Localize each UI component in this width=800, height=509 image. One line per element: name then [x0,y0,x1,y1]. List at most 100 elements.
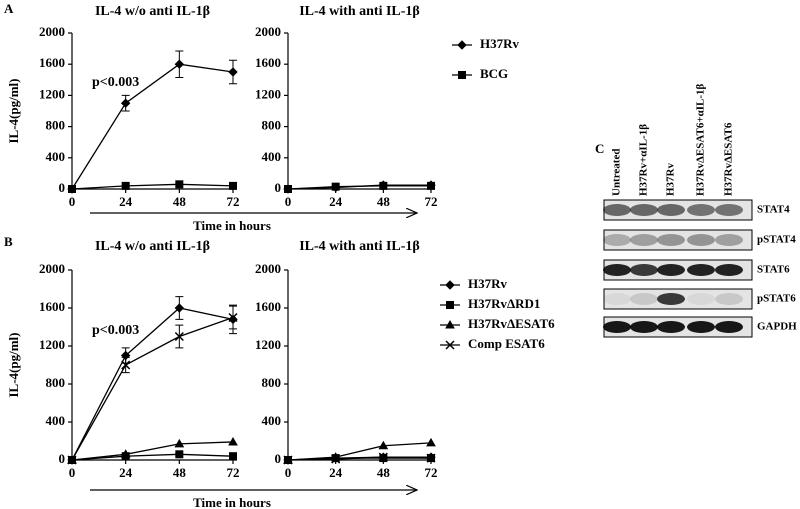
y-tick-label: 2000 [255,24,281,39]
legend-marker [445,319,455,329]
blot-band [657,204,685,216]
blot-band [687,204,715,216]
y-tick-label: 2000 [255,261,281,276]
y-tick-label: 400 [262,413,282,428]
marker [379,181,388,190]
marker [174,331,184,342]
marker [427,181,435,190]
blot-column-label: H37Rv+αIL-1β [638,124,650,196]
x-axis-label: Time in hours [193,218,271,233]
marker [68,185,76,193]
x-tick-label: 24 [329,194,343,209]
blot-band [630,204,658,216]
marker [174,303,185,313]
marker [228,312,238,323]
blot-band [715,264,743,276]
x-tick-label: 24 [329,465,343,480]
series-line [71,307,234,461]
y-tick-label: 800 [46,118,66,133]
chart-title: IL-4 with anti IL-1β [299,239,420,254]
marker [228,67,238,77]
series-line [71,441,234,461]
marker [378,452,388,462]
x-tick-label: 24 [119,194,133,209]
blot-strip [603,229,753,251]
marker [121,181,130,190]
y-tick-label: 1600 [39,55,65,70]
marker [426,453,436,463]
y-tick-label: 1200 [255,86,281,101]
x-tick-label: 0 [69,465,76,480]
legend-marker [445,280,455,290]
legend-marker [446,301,454,309]
legend-label: H37Rv [468,276,508,291]
y-tick-label: 800 [262,118,282,133]
blot-band [715,234,743,246]
blot-column-label: Untreated [611,149,623,196]
marker [120,449,131,458]
x-axis-label: Time in hours [193,495,271,509]
blot-band [657,321,685,333]
y-tick-label: 0 [275,180,282,195]
chart-title: IL-4 with anti IL-1β [299,4,420,19]
x-tick-label: 0 [285,465,292,480]
series-line [71,316,234,461]
blot-band [603,321,631,333]
blot-row-label: pSTAT4 [757,234,796,246]
blot-band [687,264,715,276]
y-tick-label: 800 [46,375,66,390]
blot-band [715,321,743,333]
x-tick-label: 72 [425,465,438,480]
marker [228,436,238,446]
blot-band [687,321,715,333]
y-tick-label: 1600 [39,299,65,314]
western-blot: Untreated H37Rv+αIL-1β H37Rv H37RvΔESAT6+αI… [603,83,797,338]
series-line [71,453,234,461]
marker [120,98,131,108]
x-tick-label: 48 [377,465,391,480]
legend-label: H37RvΔRD1 [468,296,540,311]
blot-band [657,264,685,276]
blot-band [657,234,685,246]
x-tick-label: 0 [69,194,76,209]
marker [284,185,292,193]
x-tick-label: 0 [285,194,292,209]
marker [229,452,237,461]
legend-marker [457,40,467,50]
blot-band [687,293,715,305]
y-tick-label: 1600 [255,55,281,70]
marker [175,180,184,189]
marker [67,455,77,465]
annotation: p<0.003 [92,323,139,338]
y-tick-label: 1200 [39,86,65,101]
blot-band [603,204,631,216]
x-tick-label: 72 [227,465,240,480]
marker [426,437,436,447]
blot-band [687,234,715,246]
blot-row-label: STAT6 [757,264,790,276]
x-tick-label: 72 [227,194,240,209]
marker [283,455,293,465]
x-tick-label: 72 [425,194,438,209]
y-tick-label: 400 [46,149,66,164]
series-line [287,456,432,461]
blot-column-label: H37RvΔESAT6 [723,122,735,196]
x-tick-label: 48 [173,465,187,480]
blot-band [630,293,658,305]
y-tick-label: 800 [262,375,282,390]
blot-row-label: GAPDH [757,321,797,333]
legend-label: H37Rv [480,36,520,51]
x-tick-label: 48 [173,194,187,209]
y-tick-label: 400 [262,149,282,164]
chart-title: IL-4 w/o anti IL-1β [95,4,210,19]
chart-title: IL-4 w/o anti IL-1β [95,239,210,254]
series-line [71,183,234,190]
legend-marker [445,340,455,350]
blot-column-label: H37Rv [665,163,677,197]
blot-band [630,264,658,276]
marker [174,438,185,448]
legend-label: BCG [480,66,508,81]
x-tick-label: 24 [119,465,133,480]
blot-row-label: STAT4 [757,204,790,216]
legend-marker [458,71,466,79]
